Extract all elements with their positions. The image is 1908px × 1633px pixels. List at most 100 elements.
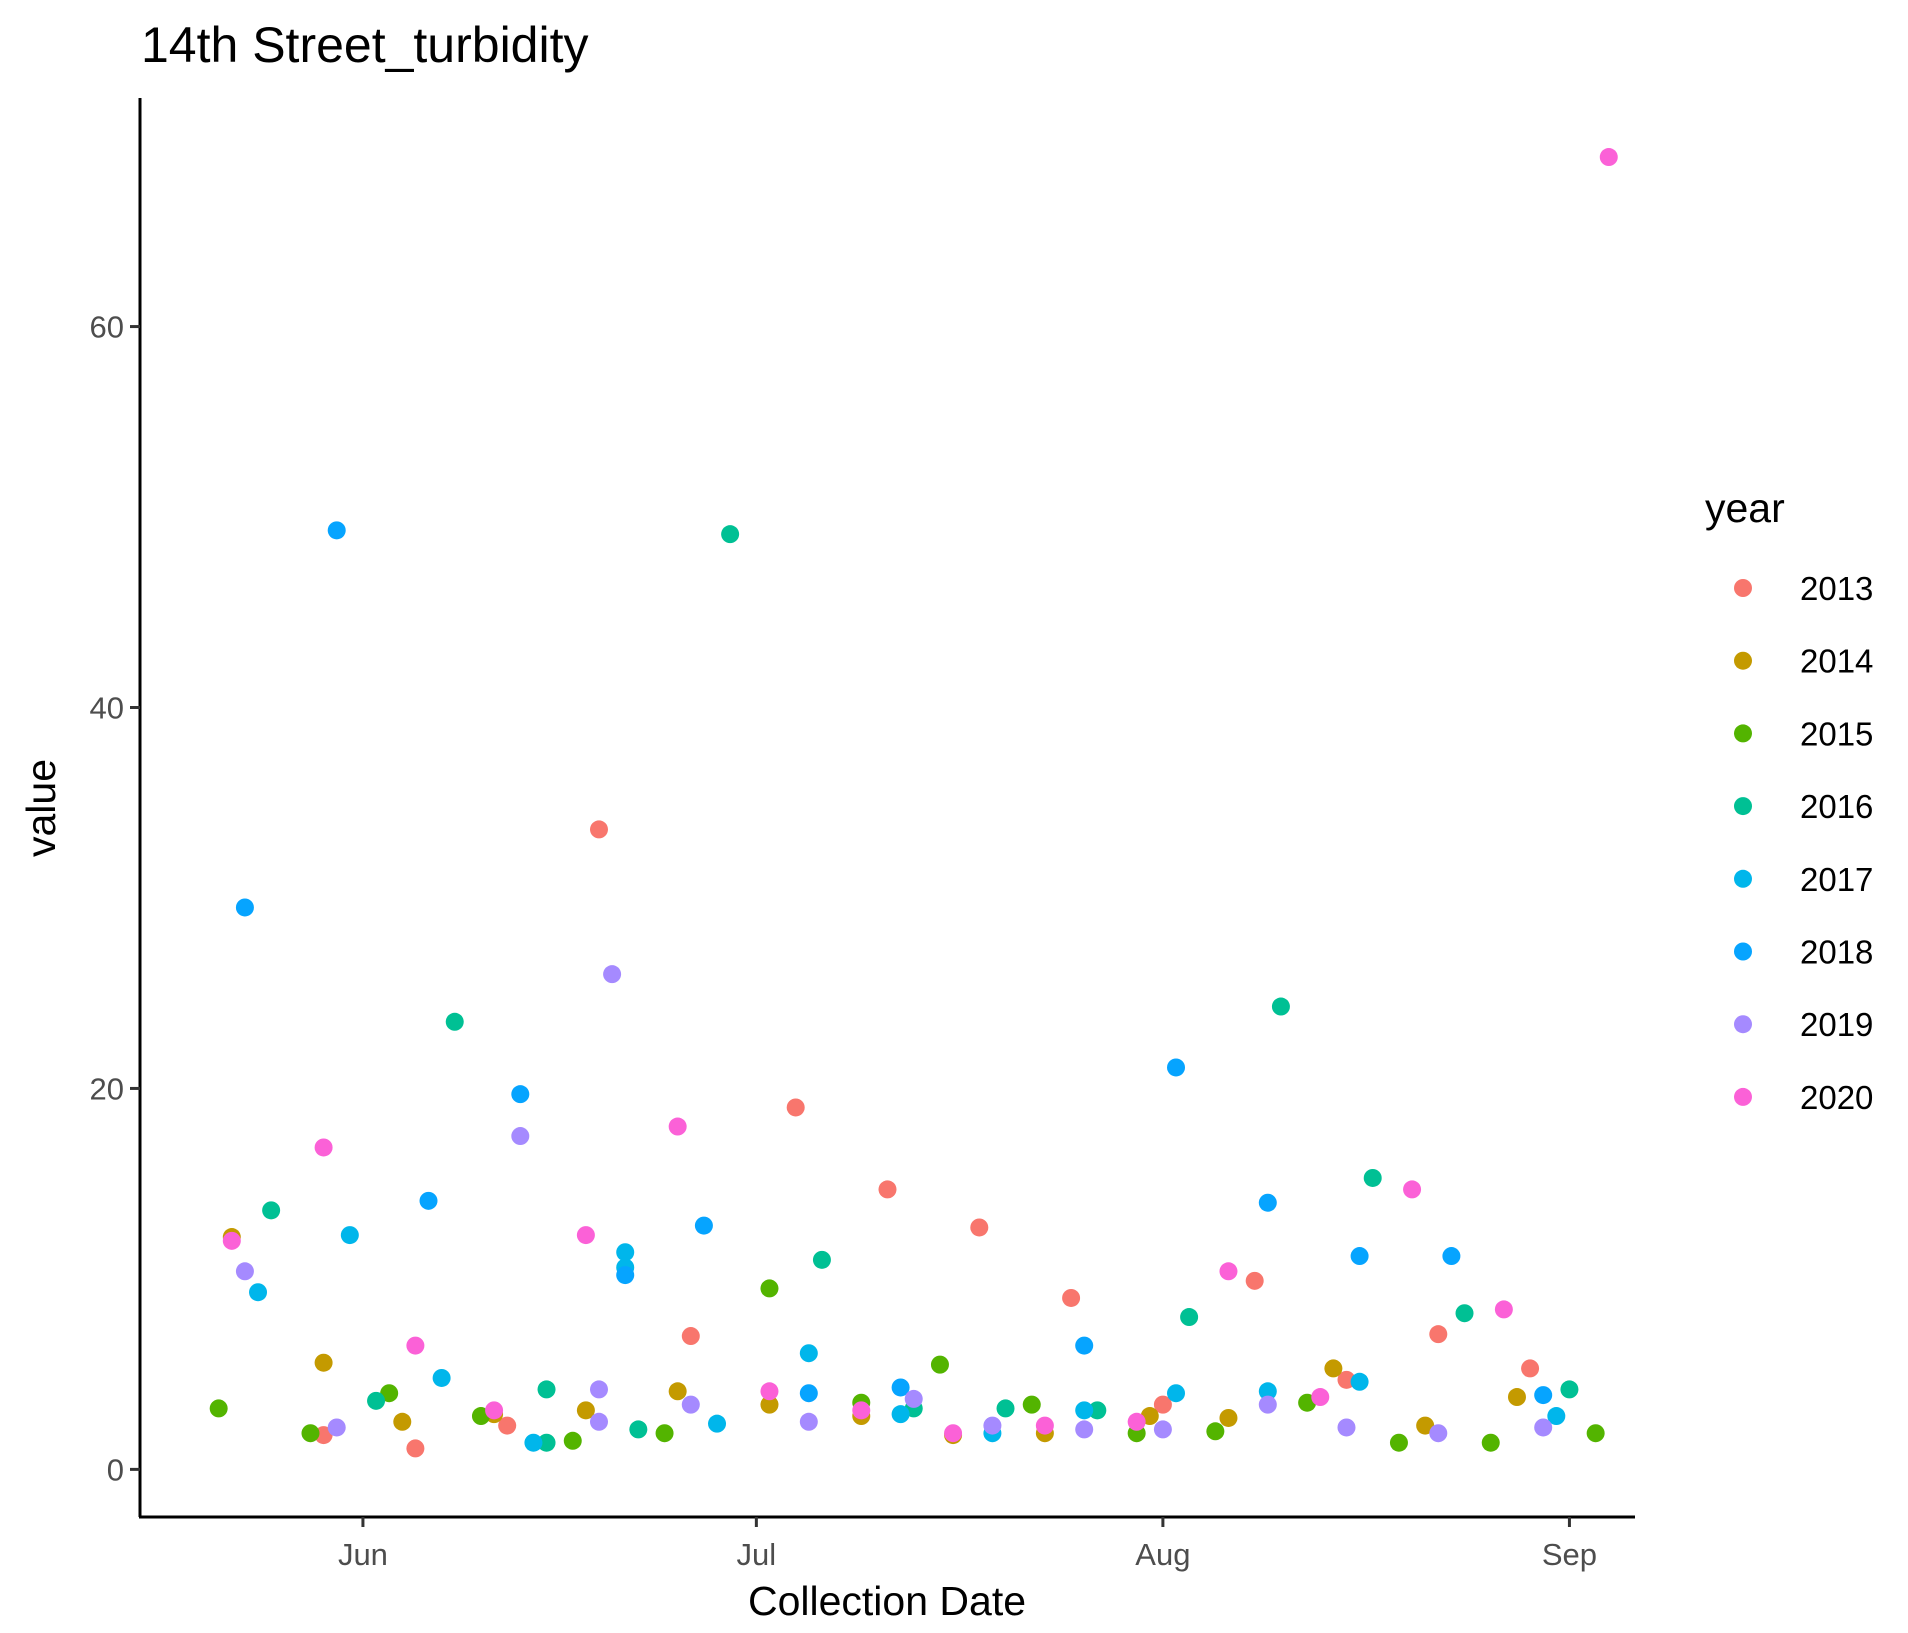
- point-2015-5: [563, 1431, 582, 1450]
- legend-label-2019: 2019: [1800, 1006, 1873, 1043]
- point-2019-1: [235, 1262, 254, 1281]
- y-axis-title: value: [18, 759, 64, 857]
- point-2016-8: [812, 1250, 831, 1269]
- point-2014-2: [314, 1353, 333, 1372]
- point-2015-1: [209, 1399, 228, 1418]
- point-2017-5: [616, 1243, 635, 1262]
- point-2016-5: [537, 1380, 556, 1399]
- point-2016-16: [1560, 1380, 1579, 1399]
- point-2013-6: [786, 1098, 805, 1117]
- point-2013-11: [1245, 1271, 1264, 1290]
- chart-title: 14th Street_turbidity: [141, 17, 589, 73]
- point-2016-2: [367, 1391, 386, 1410]
- point-2017-9: [891, 1405, 910, 1424]
- point-2020-13: [1311, 1388, 1330, 1407]
- point-2016-14: [1363, 1168, 1382, 1187]
- point-2017-4: [524, 1433, 543, 1452]
- point-2020-3: [406, 1336, 425, 1355]
- point-2014-5: [576, 1401, 595, 1420]
- point-2014-15: [1507, 1388, 1526, 1407]
- point-2015-2: [301, 1424, 320, 1443]
- point-2013-2: [406, 1439, 425, 1458]
- point-2019-15: [1429, 1424, 1448, 1443]
- y-tick-label: 60: [90, 310, 124, 345]
- points-layer: [209, 148, 1618, 1458]
- point-2018-10: [1167, 1058, 1186, 1077]
- point-2019-13: [1258, 1395, 1277, 1414]
- point-2013-9: [1062, 1288, 1081, 1307]
- point-2018-4: [511, 1085, 530, 1104]
- point-2018-11: [1258, 1193, 1277, 1212]
- legend-label-2020: 2020: [1800, 1079, 1873, 1116]
- x-tick-label: Sep: [1542, 1537, 1597, 1572]
- point-2015-14: [1389, 1433, 1408, 1452]
- point-2014-13: [1324, 1359, 1343, 1378]
- point-2017-15: [1547, 1407, 1566, 1426]
- point-2017-7: [708, 1414, 727, 1433]
- point-2014-14: [1416, 1416, 1435, 1435]
- point-2017-1: [249, 1283, 268, 1302]
- point-2020-16: [1599, 148, 1618, 167]
- point-2018-1: [235, 898, 254, 917]
- point-2020-12: [1219, 1262, 1238, 1281]
- point-2013-7: [878, 1180, 897, 1199]
- point-2020-15: [1494, 1300, 1513, 1319]
- point-2018-2: [327, 521, 346, 540]
- point-2019-3: [511, 1127, 530, 1146]
- point-2016-10: [996, 1399, 1015, 1418]
- point-2019-8: [799, 1412, 818, 1431]
- legend-label-2018: 2018: [1800, 934, 1873, 971]
- point-2020-8: [852, 1401, 871, 1420]
- point-2016-6: [629, 1420, 648, 1439]
- point-2017-2: [340, 1226, 359, 1245]
- point-2014-6: [668, 1382, 687, 1401]
- point-2016-13: [1271, 997, 1290, 1016]
- legend-label-2017: 2017: [1800, 861, 1873, 898]
- point-2019-6: [603, 965, 622, 984]
- point-2019-9: [904, 1389, 923, 1408]
- legend-key-2017: [1734, 869, 1752, 888]
- point-2018-3: [419, 1191, 438, 1210]
- point-2020-5: [576, 1226, 595, 1245]
- legend: year 2013 2014 2015 2016 2017 2018 2019 2020: [1705, 485, 1873, 1116]
- x-ticks: Jun Jul Aug Sep: [338, 1517, 1597, 1572]
- point-2013-14: [1521, 1359, 1540, 1378]
- point-2019-11: [1075, 1420, 1094, 1439]
- point-2013-5: [681, 1327, 700, 1346]
- point-2013-3: [498, 1416, 517, 1435]
- x-tick-label: Aug: [1135, 1537, 1190, 1572]
- point-2015-16: [1586, 1424, 1605, 1443]
- x-axis-title: Collection Date: [748, 1578, 1026, 1624]
- point-2016-3: [445, 1012, 464, 1031]
- x-tick-label: Jul: [737, 1537, 777, 1572]
- legend-label-2014: 2014: [1800, 643, 1873, 680]
- legend-key-2019: [1734, 1015, 1752, 1034]
- y-tick-label: 40: [90, 691, 124, 726]
- point-2015-10: [1022, 1395, 1041, 1414]
- point-2016-1: [262, 1201, 281, 1220]
- point-2020-4: [485, 1401, 504, 1420]
- point-2020-6: [668, 1117, 687, 1136]
- point-2020-9: [944, 1424, 963, 1443]
- point-2018-12: [1350, 1247, 1369, 1266]
- point-2013-10: [1153, 1395, 1172, 1414]
- legend-key-2018: [1734, 942, 1752, 961]
- point-2019-5: [589, 1412, 608, 1431]
- point-2019-16: [1534, 1418, 1553, 1437]
- point-2016-12: [1180, 1308, 1199, 1327]
- point-2015-3: [380, 1384, 399, 1403]
- point-2017-11: [1075, 1401, 1094, 1420]
- point-2015-15: [1481, 1433, 1500, 1452]
- legend-key-2020: [1734, 1087, 1752, 1106]
- point-2017-3: [432, 1368, 451, 1387]
- point-2017-14: [1350, 1372, 1369, 1391]
- legend-key-2013: [1734, 579, 1752, 597]
- point-2014-3: [393, 1412, 412, 1431]
- point-2016-7: [721, 525, 740, 544]
- point-2017-8: [799, 1344, 818, 1363]
- point-2015-9: [930, 1355, 949, 1374]
- point-2015-12: [1206, 1422, 1225, 1441]
- point-2018-8: [891, 1378, 910, 1397]
- y-ticks: 0 20 40 60: [90, 310, 140, 1487]
